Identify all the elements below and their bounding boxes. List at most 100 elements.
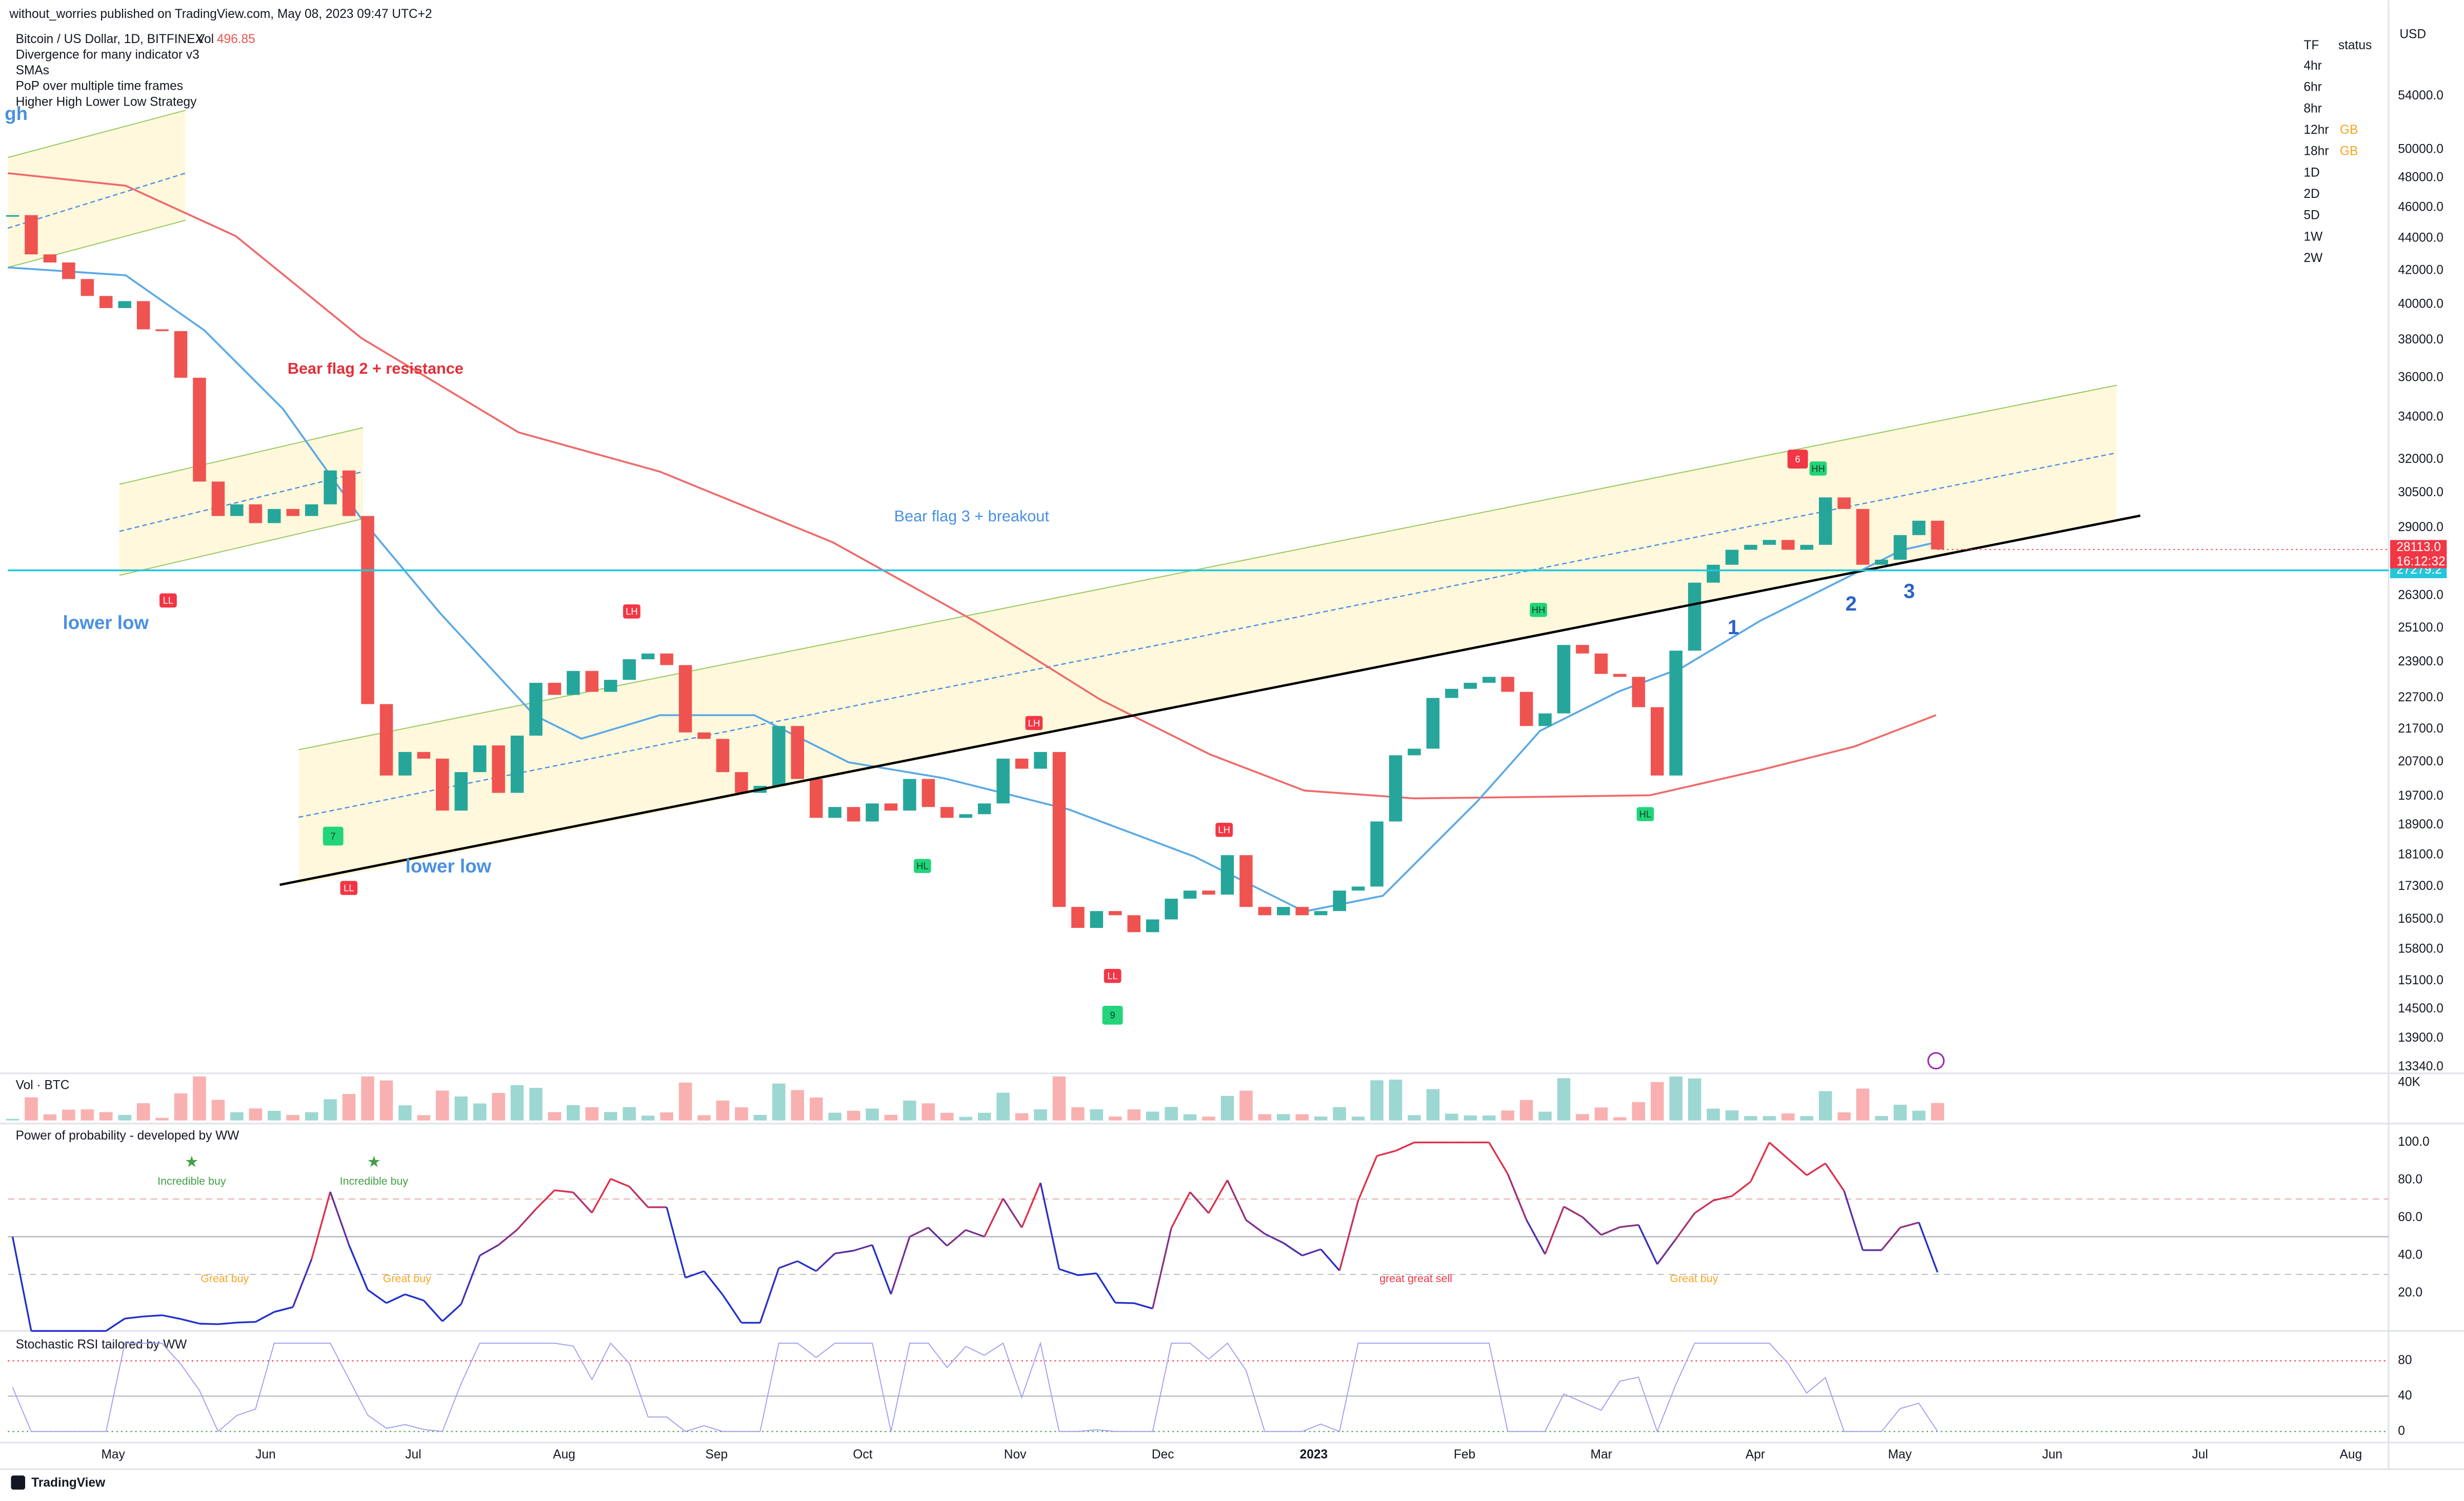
pop-line <box>928 1227 948 1247</box>
time-tick-label: Jun <box>2042 1448 2062 1462</box>
volume-bar <box>828 1112 842 1121</box>
pop-line <box>778 1260 798 1269</box>
candle <box>1482 677 1496 683</box>
pop-line <box>1357 1155 1378 1201</box>
marker-label: HH <box>1532 604 1546 615</box>
pop-line <box>1544 1206 1565 1255</box>
volume-bar <box>1109 1117 1122 1121</box>
volume-bar <box>1613 1117 1627 1121</box>
price-tick-label: 29000.0 <box>2398 520 2443 534</box>
pop-line <box>1619 1224 1639 1228</box>
candle <box>641 653 655 660</box>
stoch-tick-label: 0 <box>2398 1424 2405 1438</box>
candle <box>1239 855 1253 907</box>
pop-line <box>1825 1163 1845 1192</box>
volume-bar <box>1071 1107 1085 1121</box>
candle <box>81 279 94 296</box>
candle <box>1333 890 1346 911</box>
volume-bar <box>267 1110 281 1121</box>
volume-bar <box>1052 1076 1066 1121</box>
candle <box>847 807 860 822</box>
pop-line <box>1077 1272 1097 1276</box>
candle <box>492 745 505 793</box>
volume-bar <box>604 1112 617 1121</box>
volume-bar <box>417 1115 431 1121</box>
volume-bar <box>1464 1115 1477 1121</box>
pop-line <box>1750 1142 1770 1182</box>
candle <box>1295 907 1309 916</box>
time-tick-label: Oct <box>853 1448 872 1462</box>
pop-line <box>1095 1273 1116 1304</box>
pop-line <box>797 1260 817 1272</box>
candle <box>1034 752 1047 769</box>
volume-bar <box>155 1118 169 1121</box>
candle <box>996 758 1010 804</box>
price-tick-label: 13340.0 <box>2398 1060 2443 1073</box>
volume-bar <box>1220 1096 1234 1121</box>
candle <box>1818 497 1832 545</box>
volume-bar <box>1165 1107 1178 1121</box>
marker <box>1025 716 1043 731</box>
volume-bar <box>1258 1114 1272 1121</box>
candle <box>1875 559 1888 565</box>
candle <box>136 301 150 330</box>
candle <box>1650 707 1664 776</box>
candle <box>324 470 337 504</box>
pop-line <box>292 1259 313 1308</box>
candle <box>1725 550 1739 565</box>
volume-bar <box>1239 1090 1253 1121</box>
pop-signal: Great buy <box>1670 1272 1718 1285</box>
volume-bar <box>305 1112 318 1121</box>
volume-bar <box>1277 1114 1290 1121</box>
pop-line <box>554 1189 574 1193</box>
price-tick-label: 48000.0 <box>2398 171 2443 185</box>
pop-line <box>1002 1198 1023 1228</box>
price-tick-label: 26300.0 <box>2398 589 2443 602</box>
pop-line <box>479 1244 499 1256</box>
tf-row: 1D <box>2303 166 2319 179</box>
pop-star: ★ <box>367 1153 381 1171</box>
candle <box>342 470 356 516</box>
candle <box>1669 651 1682 776</box>
volume-bar <box>1015 1113 1029 1121</box>
last-price-label: 28113.0 <box>2396 540 2441 554</box>
volume-bar <box>1594 1107 1608 1121</box>
stoch-line <box>12 1341 1938 1433</box>
candle <box>1576 645 1589 654</box>
candle <box>548 682 562 695</box>
volume-bar <box>473 1103 487 1121</box>
volume-bar <box>996 1092 1010 1121</box>
time-tick-label: Feb <box>1454 1448 1475 1462</box>
volume-bar <box>567 1105 580 1121</box>
volume-bar <box>1893 1104 1907 1121</box>
volume-bar <box>1650 1082 1664 1121</box>
volume-bar <box>1818 1091 1832 1121</box>
candle <box>940 807 954 818</box>
volume-bar <box>1426 1089 1440 1121</box>
pop-line <box>965 1229 985 1238</box>
pop-line <box>628 1186 649 1208</box>
marker <box>1636 807 1654 821</box>
channel-edge <box>8 219 186 268</box>
pop-line <box>124 1315 144 1320</box>
candle <box>1258 907 1272 916</box>
pop-line <box>255 1311 275 1323</box>
candle <box>884 803 898 811</box>
pop-signal: Incredible buy <box>340 1175 409 1187</box>
candle <box>678 665 692 733</box>
volume-value: 496.85 <box>217 32 255 46</box>
candle <box>1557 645 1571 714</box>
pop-line <box>11 1236 32 1331</box>
candle <box>1931 520 1945 550</box>
volume-bar <box>1875 1116 1888 1121</box>
candle <box>1127 915 1141 932</box>
volume-bar <box>1314 1116 1328 1121</box>
pop-tick-label: 100.0 <box>2398 1135 2429 1149</box>
volume-bar <box>361 1076 374 1121</box>
tf-row: 1W <box>2303 230 2323 244</box>
time-tick-label: Aug <box>553 1448 575 1462</box>
pop-line <box>1245 1219 1266 1235</box>
pop-line <box>1880 1227 1901 1251</box>
volume-bar <box>922 1103 935 1121</box>
